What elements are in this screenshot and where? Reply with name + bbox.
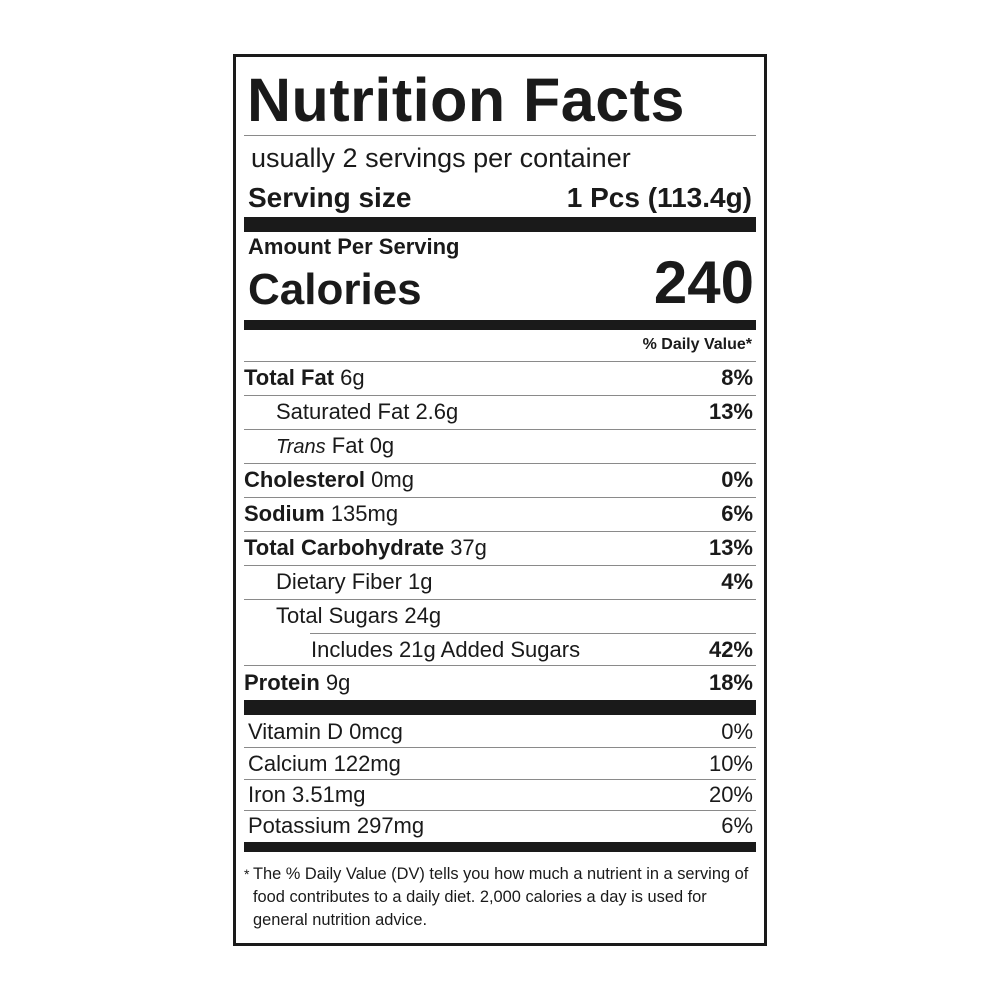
vitamin-amount: 122mg xyxy=(333,751,401,776)
nutrient-name: Includes 21g Added Sugars xyxy=(311,637,581,662)
nutrition-facts-label: Nutrition Facts usually 2 servings per c… xyxy=(233,54,767,946)
serving-size-label: Serving size xyxy=(248,182,412,213)
nutrient-row-total-fat: Total Fat 6g 8% xyxy=(244,362,756,395)
divider xyxy=(244,779,756,780)
medium-divider xyxy=(244,842,756,852)
daily-value-header: % Daily Value* xyxy=(642,336,752,353)
nutrient-row-total-carbohydrate: Total Carbohydrate 37g 13% xyxy=(244,532,756,565)
nutrient-row-cholesterol: Cholesterol 0mg 0% xyxy=(244,464,756,497)
nutrient-amount: 0mg xyxy=(371,467,414,492)
vitamin-daily-value: 20% xyxy=(708,782,753,807)
nutrient-amount: 24g xyxy=(404,603,442,628)
nutrient-daily-value: 0% xyxy=(721,467,753,492)
nutrient-name: Total Carbohydrate xyxy=(244,535,445,560)
vitamin-daily-value: 0% xyxy=(721,719,753,744)
nutrient-daily-value: 18% xyxy=(708,670,753,695)
servings-per-container: usually 2 servings per container xyxy=(251,143,631,173)
nutrient-amount: 37g xyxy=(450,535,487,560)
vitamin-amount: 3.51mg xyxy=(292,782,366,807)
divider xyxy=(244,665,756,666)
nutrient-row-added-sugars: Includes 21g Added Sugars 42% xyxy=(244,634,756,667)
nutrient-daily-value: 42% xyxy=(708,637,753,662)
nutrient-name: Trans xyxy=(276,436,326,458)
vitamin-name: Calcium xyxy=(248,751,328,776)
divider xyxy=(244,429,756,430)
medium-divider xyxy=(244,320,756,330)
nutrient-daily-value: 8% xyxy=(721,365,753,390)
nutrient-amount: 135mg xyxy=(330,501,399,526)
nutrient-row-sodium: Sodium 135mg 6% xyxy=(244,498,756,531)
footnote-text: The % Daily Value (DV) tells you how muc… xyxy=(253,865,749,929)
nutrient-row-dietary-fiber: Dietary Fiber 1g 4% xyxy=(244,566,756,599)
nutrient-daily-value: 13% xyxy=(708,399,753,424)
vitamin-daily-value: 6% xyxy=(721,813,753,838)
nutrient-amount: 1g xyxy=(408,569,433,594)
nutrient-name: Total Fat xyxy=(244,365,335,390)
vitamin-name: Potassium xyxy=(248,813,351,838)
vitamin-row-iron: Iron 3.51mg 20% xyxy=(244,779,756,812)
label-title: Nutrition Facts xyxy=(247,66,685,134)
calories-label: Calories xyxy=(248,265,422,314)
divider xyxy=(244,565,756,566)
nutrient-daily-value: 13% xyxy=(708,535,753,560)
footnote-asterisk: * xyxy=(244,866,250,882)
nutrient-daily-value: 4% xyxy=(721,569,753,594)
vitamin-amount: 297mg xyxy=(356,813,425,838)
vitamin-name: Vitamin D xyxy=(248,719,343,744)
nutrient-name: Total Sugars xyxy=(276,603,399,628)
vitamin-row-vitamin-d: Vitamin D 0mcg 0% xyxy=(244,716,756,749)
nutrient-row-total-sugars: Total Sugars 24g xyxy=(244,600,756,633)
nutrient-name: Cholesterol xyxy=(244,467,366,492)
nutrient-amount: 2.6g xyxy=(415,399,459,424)
vitamin-name: Iron xyxy=(248,782,286,807)
nutrient-row-protein: Protein 9g 18% xyxy=(244,667,756,700)
divider xyxy=(244,599,756,600)
divider xyxy=(244,463,756,464)
divider xyxy=(244,361,756,362)
divider xyxy=(244,810,756,811)
nutrient-row-trans-fat: Trans Fat 0g xyxy=(244,430,756,463)
thick-divider xyxy=(244,217,756,232)
vitamin-amount: 0mcg xyxy=(349,719,403,744)
divider xyxy=(244,531,756,532)
vitamin-row-potassium: Potassium 297mg 6% xyxy=(244,810,756,843)
nutrient-name: Sodium xyxy=(244,501,325,526)
nutrient-name: Dietary Fiber xyxy=(276,569,402,594)
nutrient-amount: 6g xyxy=(340,365,365,390)
thick-divider xyxy=(244,700,756,715)
vitamin-row-calcium: Calcium 122mg 10% xyxy=(244,748,756,781)
calories-value: 240 xyxy=(653,249,754,316)
nutrient-amount: 9g xyxy=(325,670,351,695)
nutrient-row-saturated-fat: Saturated Fat 2.6g 13% xyxy=(244,396,756,429)
nutrient-name: Protein xyxy=(244,670,320,695)
nutrient-name-rest: Fat xyxy=(331,433,364,458)
nutrient-name: Saturated Fat xyxy=(276,399,410,424)
vitamin-daily-value: 10% xyxy=(708,751,753,776)
nutrient-daily-value: 6% xyxy=(721,501,753,526)
amount-per-serving: Amount Per Serving xyxy=(248,234,460,259)
divider xyxy=(244,747,756,748)
divider xyxy=(310,633,756,634)
divider xyxy=(244,497,756,498)
divider xyxy=(244,135,756,136)
nutrient-amount: 0g xyxy=(369,433,395,458)
serving-size-value: 1 Pcs (113.4g) xyxy=(566,182,752,213)
divider xyxy=(244,395,756,396)
